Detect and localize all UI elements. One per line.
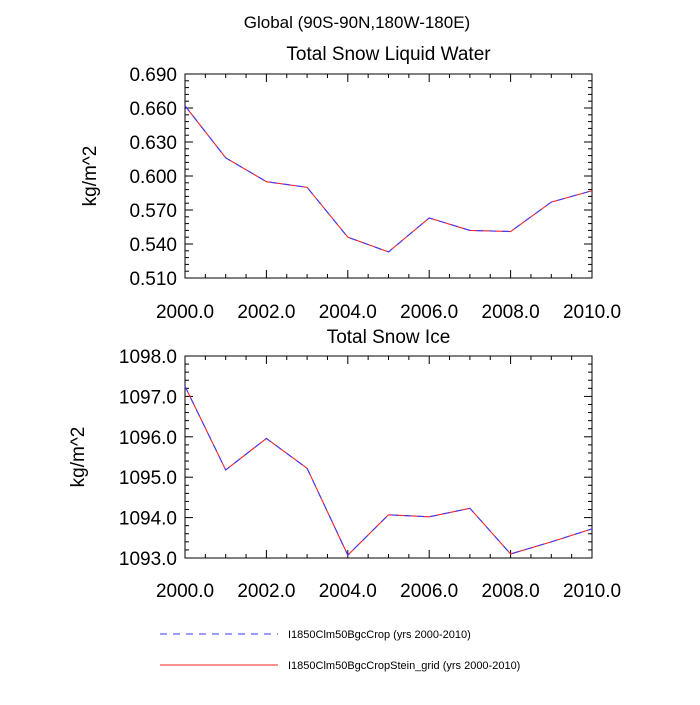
y-tick-label: 1095.0 — [119, 468, 177, 489]
y-tick-label: 1094.0 — [119, 509, 177, 530]
x-tick-label: 2010.0 — [563, 302, 621, 323]
chart-snow-ice: Total Snow Ice kg/m^2 2000.0 2002.0 2004.0 20… — [68, 327, 621, 602]
figure-title: Global (90S-90N,180W-180E) — [244, 13, 470, 32]
legend-entry-stein-grid: I1850Clm50BgcCropStein_grid (yrs 2000-20… — [160, 660, 520, 672]
series-line-stein-grid — [184, 105, 593, 253]
series-line-crop — [184, 386, 593, 557]
x-tick-label: 2006.0 — [400, 302, 458, 323]
plot-frame — [184, 355, 593, 559]
x-tick-label: 2004.0 — [319, 302, 377, 323]
x-tick-label: 2002.0 — [237, 581, 295, 602]
chart-title: Total Snow Liquid Water — [286, 44, 491, 65]
y-axis-label: kg/m^2 — [80, 146, 101, 207]
y-tick-label: 1097.0 — [119, 387, 177, 408]
y-tick-label: 0.630 — [129, 133, 177, 154]
plot-frame — [184, 73, 593, 279]
x-tick-label: 2004.0 — [319, 581, 377, 602]
y-tick-label: 0.540 — [129, 235, 177, 256]
x-tick-label: 2002.0 — [237, 302, 295, 323]
chart-snow-liquid-water: Total Snow Liquid Water kg/m^2 2000.0 2002.… — [80, 44, 621, 323]
y-axis-label: kg/m^2 — [68, 427, 89, 488]
legend-label-stein-grid: I1850Clm50BgcCropStein_grid (yrs 2000-20… — [288, 660, 520, 672]
y-tick-label: 0.660 — [129, 99, 177, 120]
y-tick-label: 0.570 — [129, 201, 177, 222]
y-tick-label: 0.600 — [129, 167, 177, 188]
y-tick-label: 1093.0 — [119, 549, 177, 570]
y-tick-label: 1098.0 — [119, 347, 177, 368]
y-tick-label: 0.510 — [129, 269, 177, 290]
x-tick-label: 2008.0 — [482, 581, 540, 602]
chart-title: Total Snow Ice — [327, 327, 451, 348]
legend-label-crop: I1850Clm50BgcCrop (yrs 2000-2010) — [288, 629, 471, 641]
legend: I1850Clm50BgcCrop (yrs 2000-2010) I1850C… — [160, 629, 520, 672]
x-tick-label: 2008.0 — [482, 302, 540, 323]
x-tick-label: 2000.0 — [156, 581, 214, 602]
series-line-crop — [184, 105, 593, 253]
y-tick-label: 1096.0 — [119, 428, 177, 449]
x-tick-label: 2000.0 — [156, 302, 214, 323]
series-line-stein-grid — [184, 386, 593, 557]
y-tick-label: 0.690 — [129, 65, 177, 86]
x-tick-label: 2010.0 — [563, 581, 621, 602]
legend-entry-crop: I1850Clm50BgcCrop (yrs 2000-2010) — [160, 629, 471, 641]
x-tick-label: 2006.0 — [400, 581, 458, 602]
